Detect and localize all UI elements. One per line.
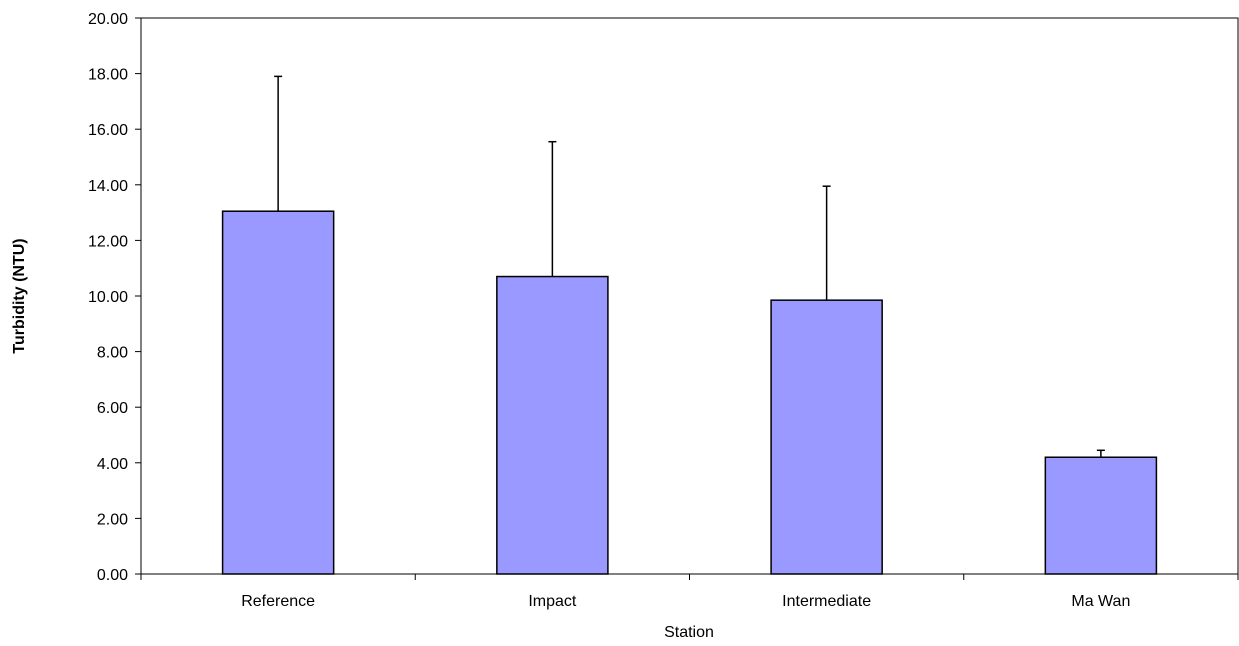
x-axis-title: Station: [664, 624, 714, 641]
x-tick-label: Intermediate: [782, 593, 871, 610]
y-tick-label: 4.00: [97, 456, 128, 473]
x-tick-label: Reference: [241, 593, 315, 610]
y-tick-label: 8.00: [97, 345, 128, 362]
bar-ma-wan: [1044, 456, 1158, 575]
y-tick-label: 16.00: [88, 122, 128, 139]
y-tick-label: 20.00: [88, 11, 128, 28]
y-tick-label: 14.00: [88, 178, 128, 195]
bar-reference: [221, 210, 335, 575]
y-tick-label: 2.00: [97, 511, 128, 528]
y-axis-title: Turbidity (NTU): [11, 238, 28, 353]
y-axis: 0.00 2.00 4.00 6.00 8.00 10.00 12.00 14.00 16.00…: [88, 11, 142, 584]
bar-intermediate: [770, 299, 883, 575]
y-tick-label: 10.00: [88, 289, 128, 306]
x-tick-label: Ma Wan: [1071, 593, 1130, 610]
y-tick-label: 12.00: [88, 233, 128, 250]
bar-impact: [496, 275, 609, 575]
x-axis: Reference Impact Intermediate Ma Wan: [140, 573, 1239, 610]
x-tick-label: Impact: [528, 593, 577, 610]
y-tick-label: 6.00: [97, 400, 128, 417]
error-bars-layer: [274, 75, 1105, 458]
y-tick-label: 0.00: [97, 567, 128, 584]
y-tick-label: 18.00: [88, 67, 128, 84]
